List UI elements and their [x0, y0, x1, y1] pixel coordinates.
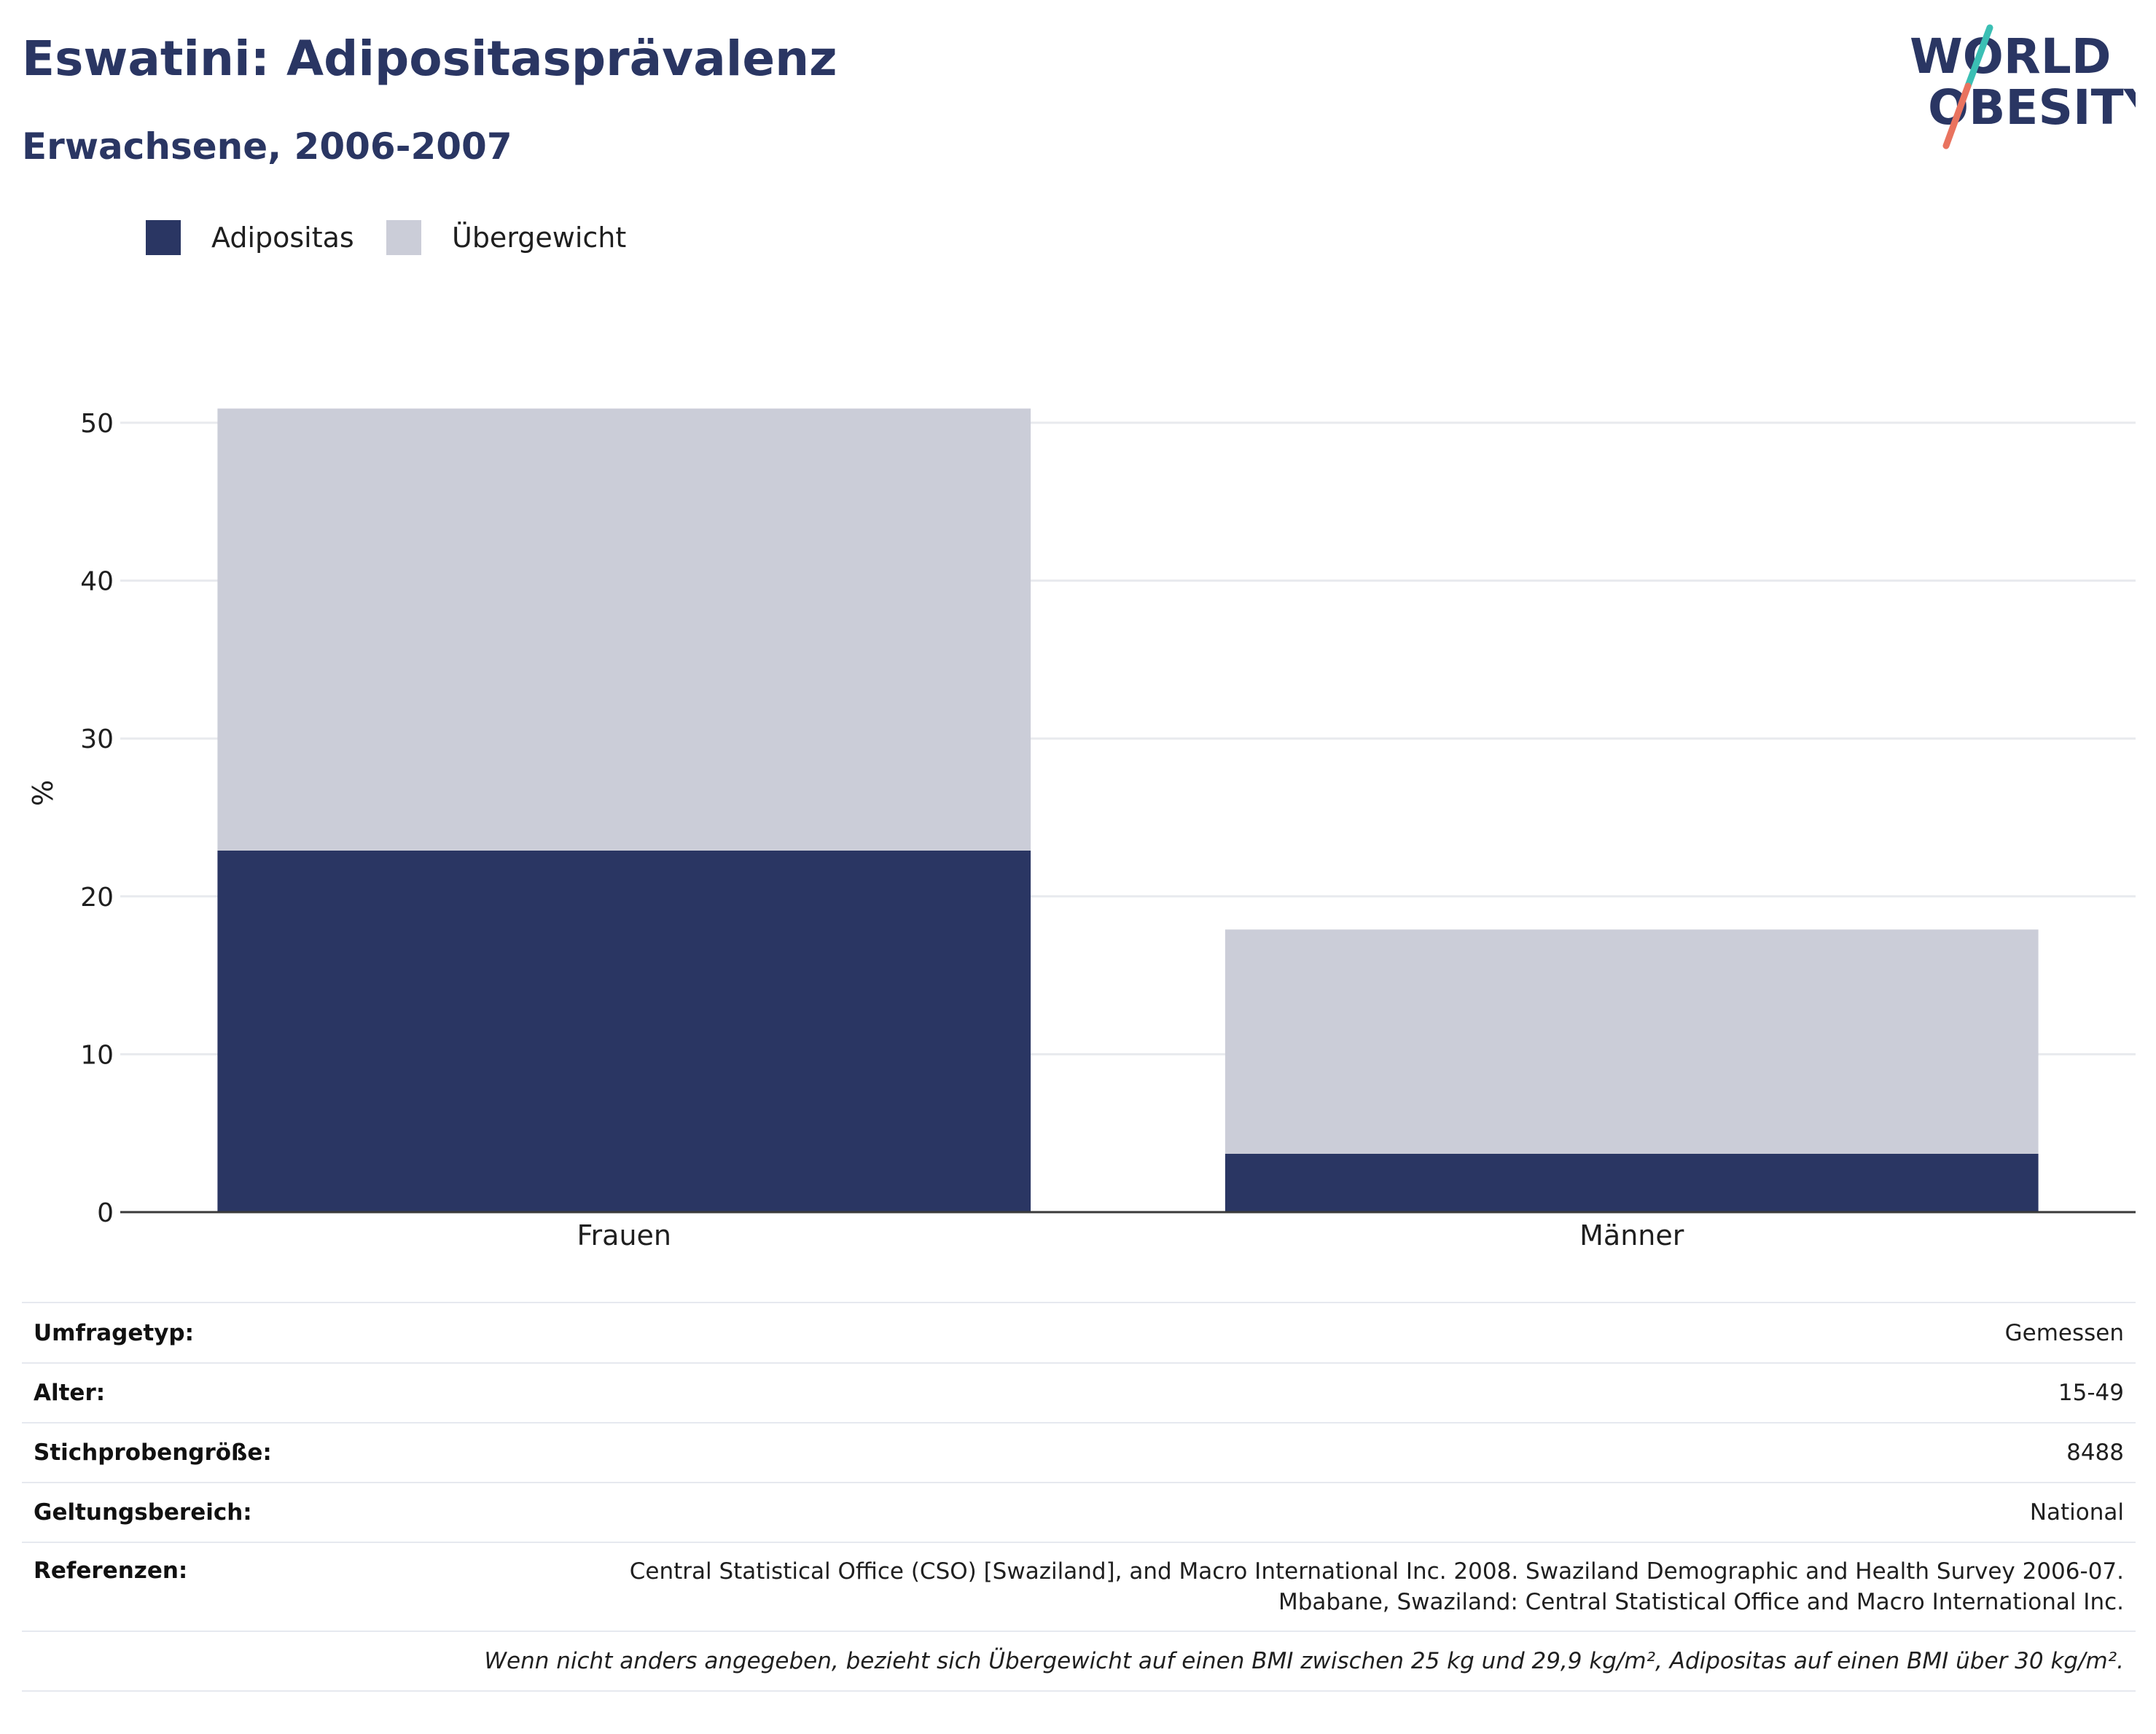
info-key: Stichprobengröße:: [22, 1423, 333, 1483]
references-line-2: Mbabane, Swaziland: Central Statistical …: [1278, 1589, 2124, 1615]
legend-swatch-adipositas: [146, 220, 181, 255]
y-tick-label: 50: [80, 409, 114, 439]
legend-label-adipositas: Adipositas: [211, 222, 354, 254]
info-key: Alter:: [22, 1363, 333, 1423]
bar-bergewicht-0: [217, 408, 1031, 851]
world-obesity-logo: WORLD OBESITY: [1910, 24, 2136, 149]
references-line-1: Central Statistical Office (CSO) [Swazil…: [629, 1558, 2124, 1585]
x-tick-label: Männer: [1579, 1219, 1684, 1251]
y-tick-label: 10: [80, 1040, 114, 1070]
legend-item-adipositas: Adipositas: [146, 216, 354, 259]
x-tick-label: Frauen: [577, 1219, 671, 1251]
chart-title: Eswatini: Adipositasprävalenz: [22, 31, 837, 87]
y-tick-label: 30: [80, 725, 114, 754]
info-key: Referenzen:: [22, 1542, 333, 1632]
info-key: Umfragetyp:: [22, 1303, 333, 1364]
legend-label-uebergewicht: Übergewicht: [452, 222, 627, 254]
survey-info-table: Umfragetyp: Gemessen Alter: 15-49 Stichp…: [22, 1303, 2136, 1692]
info-row-alter: Alter: 15-49: [22, 1363, 2136, 1423]
logo-line-world: WORLD: [1910, 28, 2112, 85]
bar-bergewicht-1: [1225, 929, 2039, 1154]
info-value: Gemessen: [332, 1303, 2136, 1364]
info-row-note: Wenn nicht anders angegeben, bezieht sic…: [22, 1631, 2136, 1692]
info-value: 8488: [332, 1423, 2136, 1483]
y-tick-label: 0: [97, 1198, 114, 1228]
info-key: Geltungsbereich:: [22, 1483, 333, 1543]
y-tick-label: 20: [80, 883, 114, 913]
bar-adipositas-0: [217, 850, 1031, 1212]
legend-item-uebergewicht: Übergewicht: [386, 216, 626, 259]
y-tick-label: 40: [80, 567, 114, 597]
bars: [217, 408, 2039, 1212]
chart-subtitle: Erwachsene, 2006-2007: [22, 125, 512, 168]
info-table-top-border: [22, 1302, 2136, 1303]
info-value: National: [332, 1483, 2136, 1543]
stacked-bar-chart: 0 10 20 30 40 50 Frauen Männer %: [27, 408, 2136, 1251]
info-row-stichprobengroesse: Stichprobengröße: 8488: [22, 1423, 2136, 1483]
bmi-definition-note: Wenn nicht anders angegeben, bezieht sic…: [22, 1631, 2136, 1692]
info-references: Central Statistical Office (CSO) [Swazil…: [332, 1542, 2136, 1632]
info-row-referenzen: Referenzen: Central Statistical Office (…: [22, 1542, 2136, 1632]
info-row-umfragetyp: Umfragetyp: Gemessen: [22, 1303, 2136, 1364]
info-row-geltungsbereich: Geltungsbereich: National: [22, 1483, 2136, 1543]
legend-swatch-uebergewicht: [386, 220, 421, 255]
info-value: 15-49: [332, 1363, 2136, 1423]
y-axis-label: %: [27, 780, 59, 806]
axes: 0 10 20 30 40 50 Frauen Männer: [80, 409, 2136, 1251]
bar-adipositas-1: [1225, 1153, 2039, 1212]
